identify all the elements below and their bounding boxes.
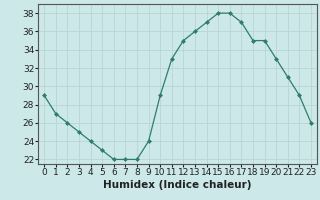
X-axis label: Humidex (Indice chaleur): Humidex (Indice chaleur) (103, 180, 252, 190)
